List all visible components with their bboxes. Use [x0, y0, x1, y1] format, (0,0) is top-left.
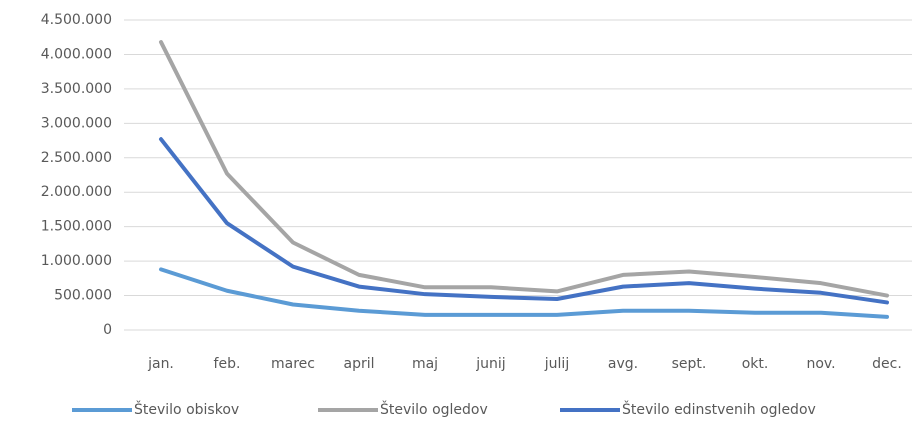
- x-tick-label: dec.: [872, 356, 902, 372]
- x-tick-label: julij: [544, 356, 569, 372]
- x-tick-label: avg.: [608, 356, 638, 372]
- x-tick-label: nov.: [806, 356, 835, 372]
- legend-label: Število edinstvenih ogledov: [622, 400, 816, 418]
- series-line: [159, 40, 889, 298]
- x-tick-label: jan.: [147, 356, 174, 372]
- legend-label: Število obiskov: [134, 400, 239, 418]
- y-tick-label: 3.000.000: [41, 115, 112, 131]
- series-line: [159, 267, 889, 319]
- x-tick-label: maj: [412, 356, 438, 372]
- y-tick-label: 4.500.000: [41, 12, 112, 28]
- y-tick-label: 0: [103, 322, 112, 338]
- legend-label: Število ogledov: [380, 400, 488, 418]
- series-line: [159, 137, 889, 305]
- y-tick-label: 4.000.000: [41, 46, 112, 62]
- y-tick-label: 1.500.000: [41, 219, 112, 235]
- y-tick-label: 2.500.000: [41, 150, 112, 166]
- y-tick-label: 3.500.000: [41, 81, 112, 97]
- x-tick-label: sept.: [672, 356, 707, 372]
- x-tick-label: marec: [271, 356, 315, 372]
- x-tick-label: junij: [475, 356, 505, 372]
- y-tick-label: 500.000: [54, 288, 112, 304]
- y-tick-label: 2.000.000: [41, 184, 112, 200]
- y-tick-label: 1.000.000: [41, 253, 112, 269]
- x-tick-label: april: [343, 356, 374, 372]
- x-tick-label: feb.: [214, 356, 241, 372]
- x-tick-label: okt.: [742, 356, 769, 372]
